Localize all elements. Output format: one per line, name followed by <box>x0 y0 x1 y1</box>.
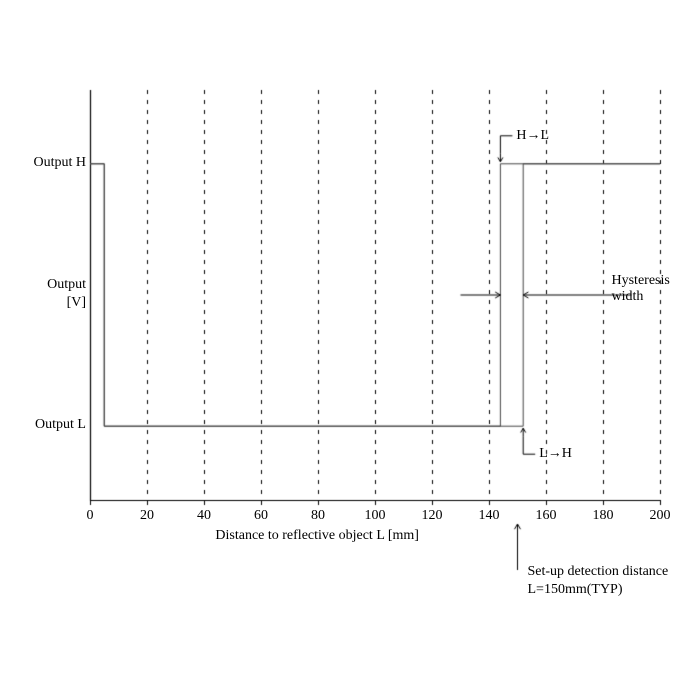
x-tick: 20 <box>140 508 154 524</box>
x-tick: 120 <box>422 508 443 524</box>
x-axis-title: Distance to reflective object L [mm] <box>215 528 419 544</box>
y-label-unit: [V] <box>16 295 86 311</box>
label-setup-line1: Set-up detection distance <box>528 564 669 580</box>
label-l-to-h: L→H <box>539 446 572 462</box>
y-label-output: Output <box>16 277 86 293</box>
x-tick: 40 <box>197 508 211 524</box>
x-tick: 140 <box>479 508 500 524</box>
x-tick: 60 <box>254 508 268 524</box>
x-tick: 100 <box>365 508 386 524</box>
x-tick: 180 <box>593 508 614 524</box>
x-tick: 200 <box>650 508 671 524</box>
x-tick: 80 <box>311 508 325 524</box>
x-tick: 160 <box>536 508 557 524</box>
label-hysteresis-width: Hysteresis width <box>612 273 700 305</box>
label-h-to-l: H→L <box>516 128 549 144</box>
x-tick: 0 <box>87 508 94 524</box>
y-label-output-l: Output L <box>16 417 86 433</box>
y-label-output-h: Output H <box>16 155 86 171</box>
label-setup-line2: L=150mm(TYP) <box>528 582 623 598</box>
